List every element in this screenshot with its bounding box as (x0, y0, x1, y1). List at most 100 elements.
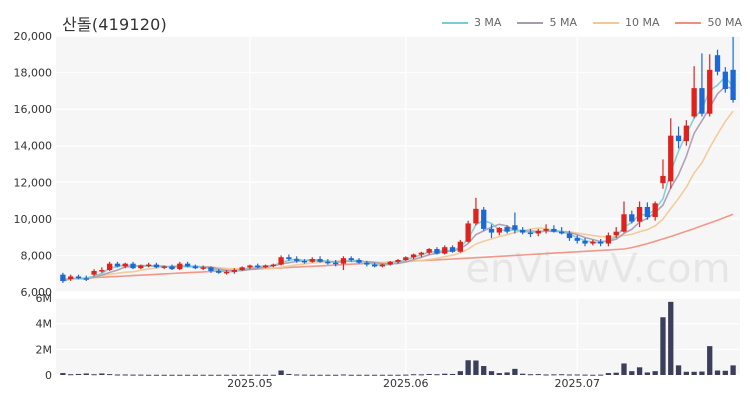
volume-bar (379, 374, 386, 376)
candle-body (270, 264, 276, 267)
volume-bar (644, 372, 651, 375)
candle-body (574, 238, 580, 241)
volume-bar (574, 374, 580, 376)
price-tick-label: 8,000 (21, 249, 53, 262)
volume-bar (730, 365, 736, 375)
candle-body (535, 230, 541, 234)
candle-body (636, 206, 643, 222)
volume-bar (660, 317, 666, 375)
candle-body (496, 228, 502, 233)
candle-body (145, 264, 152, 267)
candle-body (730, 69, 736, 100)
volume-bar (629, 371, 635, 375)
volume-bar (387, 374, 393, 376)
volume-bar (395, 374, 401, 376)
candle-body (68, 276, 74, 280)
volume-bar (465, 360, 471, 375)
candle-body (114, 263, 121, 267)
candle-body (356, 260, 362, 263)
volume-bar (621, 363, 627, 375)
candle-body (231, 270, 237, 272)
candle-body (286, 257, 292, 260)
legend-label-ma5: 5 MA (549, 16, 577, 29)
candle-body (262, 265, 269, 268)
candle-body (333, 262, 339, 265)
candle-body (403, 257, 409, 260)
candle-body (371, 264, 378, 267)
volume-bar (200, 374, 206, 376)
volume-bar (286, 373, 292, 375)
candle-body (364, 262, 370, 265)
candle-body (566, 233, 573, 239)
candle-body (192, 266, 199, 269)
volume-bar (434, 374, 440, 376)
candle-body (60, 274, 66, 282)
volume-bar (333, 374, 339, 376)
candle-body (177, 263, 183, 270)
price-tick-label: 14,000 (14, 140, 53, 153)
candle-body (613, 231, 619, 236)
price-tick-label: 20,000 (14, 30, 53, 43)
volume-bar (91, 374, 97, 376)
volume-bar (426, 373, 432, 375)
volume-bar (605, 373, 612, 375)
candle-body (387, 261, 393, 265)
candle-body (255, 265, 261, 268)
candle-body (340, 258, 347, 264)
legend-swatch-ma50 (675, 21, 702, 24)
time-tick-label: 2025.06 (383, 377, 429, 390)
candle-body (208, 267, 214, 271)
volume-bar (364, 374, 370, 376)
volume-bar (223, 374, 230, 376)
candle-body (184, 263, 191, 267)
price-tick-label: 16,000 (14, 103, 53, 116)
candle-body (410, 254, 417, 258)
volume-tick-label: 4M (36, 318, 53, 331)
candle-body (582, 240, 588, 244)
volume-bar (309, 374, 315, 376)
candle-body (520, 229, 526, 233)
candle-body (216, 270, 222, 273)
legend-item-ma50: 50 MA (675, 16, 742, 29)
candle-body (527, 232, 534, 235)
candle-body (239, 267, 245, 271)
volume-bar (317, 374, 323, 376)
legend-item-ma10: 10 MA (592, 16, 659, 29)
volume-bar (403, 374, 409, 376)
volume-bar (582, 374, 588, 376)
volume-bar (722, 370, 728, 375)
volume-bar (590, 374, 596, 376)
volume-bar (473, 360, 479, 375)
volume-tick-label: 6M (36, 292, 53, 305)
candle-body (418, 252, 425, 255)
candle-body (691, 88, 697, 117)
candle-body (169, 266, 175, 270)
candle-body (99, 270, 105, 272)
candle-body (107, 263, 113, 271)
candle-body (278, 257, 284, 265)
volume-bar (636, 367, 643, 375)
volume-bar (216, 374, 222, 376)
candle-body (457, 241, 463, 252)
candle-body (597, 241, 604, 244)
chart-legend: 3 MA 5 MA 10 MA 50 MA (441, 16, 742, 29)
volume-bar (122, 374, 128, 376)
candle-body (621, 214, 627, 232)
price-tick-label: 10,000 (14, 213, 53, 226)
volume-bar (481, 366, 487, 375)
legend-item-ma5: 5 MA (517, 16, 577, 29)
volume-bar (520, 373, 526, 375)
volume-plot-area (56, 298, 740, 375)
candle-body (247, 265, 253, 268)
volume-bar (75, 373, 82, 375)
candle-body (161, 266, 167, 268)
volume-bar (107, 374, 113, 376)
candle-body (481, 209, 487, 229)
volume-bar (496, 373, 502, 375)
legend-swatch-ma10 (592, 21, 619, 24)
candle-body (504, 227, 510, 232)
candle-body (590, 241, 596, 244)
candle-body (294, 259, 300, 261)
volume-bar (449, 373, 456, 375)
volume-bar (488, 371, 495, 375)
